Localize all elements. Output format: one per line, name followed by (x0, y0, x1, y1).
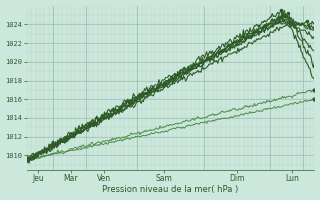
X-axis label: Pression niveau de la mer( hPa ): Pression niveau de la mer( hPa ) (102, 185, 239, 194)
